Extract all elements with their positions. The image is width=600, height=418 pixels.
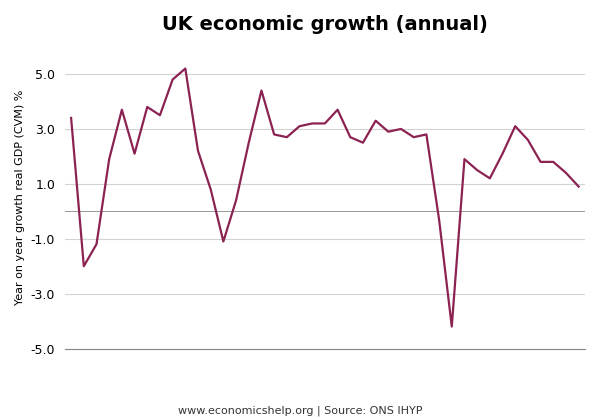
Y-axis label: Year on year growth real GDP (CVM) %: Year on year growth real GDP (CVM) % [15,90,25,305]
Title: UK economic growth (annual): UK economic growth (annual) [162,15,488,34]
Text: www.economicshelp.org | Source: ONS IHYP: www.economicshelp.org | Source: ONS IHYP [178,406,422,416]
